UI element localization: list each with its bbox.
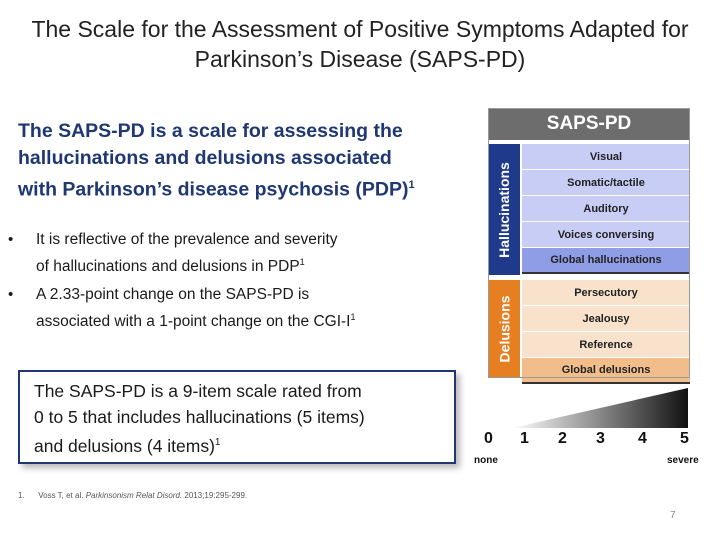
bullet-item: • It is reflective of the prevalence and…: [8, 229, 448, 278]
callout-reference: 1: [214, 437, 221, 448]
title-line-2: Parkinson’s Disease (SAPS-PD): [194, 46, 526, 72]
callout-box: The SAPS-PD is a 9-item scale rated from…: [18, 370, 456, 464]
footnote-authors: Voss T, et al.: [38, 491, 84, 500]
footnote-citation: 2013;19:295-299.: [184, 491, 248, 500]
lead-statement: The SAPS-PD is a scale for assessing the…: [18, 118, 468, 204]
hallucination-item-voices-conversing: Voices conversing: [522, 222, 690, 248]
hallucination-item-somatic-tactile: Somatic/tactile: [522, 170, 690, 196]
bullet-line: A 2.33-point change on the SAPS-PD is: [36, 286, 310, 304]
slide-title: The Scale for the Assessment of Positive…: [0, 14, 720, 74]
lead-line-2: hallucinations and delusions associated: [18, 147, 392, 169]
hallucinations-label-text: Hallucinations: [496, 161, 512, 258]
hallucination-items: Visual Somatic/tactile Auditory Voices c…: [522, 144, 690, 274]
saps-table-header: SAPS-PD: [488, 108, 690, 140]
bullet-item: • A 2.33-point change on the SAPS-PD is …: [8, 284, 448, 333]
bullet-reference: 1: [350, 312, 356, 323]
scale-value-1: 1: [520, 430, 529, 447]
bullet-reference: 1: [299, 257, 305, 267]
callout-line-1: The SAPS-PD is a 9-item scale rated from: [34, 381, 362, 401]
bullet-list: • It is reflective of the prevalence and…: [8, 229, 448, 339]
bullet-line-text: of hallucinations and delusions in PDP: [36, 258, 300, 276]
lead-line-1: The SAPS-PD is a scale for assessing the: [18, 120, 403, 142]
lead-line-3-text: with Parkinson’s disease psychosis (PDP): [18, 178, 409, 201]
saps-pd-table: SAPS-PD Hallucinations Visual Somatic/ta…: [488, 108, 690, 384]
footnote: 1. Voss T, et al. Parkinsonism Relat Dis…: [18, 491, 247, 500]
delusions-label-text: Delusions: [496, 295, 512, 363]
lead-reference: 1: [408, 179, 415, 191]
severity-ramp-shape: [512, 388, 688, 428]
hallucination-item-visual: Visual: [522, 144, 690, 170]
hallucinations-group-label: Hallucinations: [488, 144, 520, 275]
scale-value-4: 4: [638, 430, 647, 447]
delusion-item-jealousy: Jealousy: [522, 306, 690, 332]
severity-ramp: [512, 388, 688, 428]
footnote-journal: Parkinsonism Relat Disord.: [85, 491, 183, 500]
bullet-dot-icon: •: [8, 231, 14, 248]
callout-line-2: 0 to 5 that includes hallucinations (5 i…: [34, 407, 365, 427]
delusion-items: Persecutory Jealousy Reference Global de…: [522, 280, 690, 384]
scale-min-label: none: [474, 455, 498, 466]
bullet-line: associated with a 1-point change on the …: [36, 306, 448, 333]
delusion-item-reference: Reference: [522, 332, 690, 358]
hallucination-item-auditory: Auditory: [522, 196, 690, 222]
delusions-group-label: Delusions: [488, 280, 520, 378]
bullet-line: of hallucinations and delusions in PDP1: [36, 251, 448, 278]
scale-max-label: severe: [667, 455, 699, 466]
title-line-1: The Scale for the Assessment of Positive…: [31, 16, 689, 42]
callout-line-3-text: and delusions (4 items): [34, 435, 215, 456]
lead-line-3: with Parkinson’s disease psychosis (PDP)…: [18, 172, 468, 204]
footnote-number: 1.: [18, 491, 25, 500]
hallucination-item-global: Global hallucinations: [522, 248, 690, 274]
scale-value-3: 3: [596, 430, 605, 447]
scale-value-0: 0: [484, 430, 493, 447]
delusion-item-global: Global delusions: [522, 358, 690, 384]
callout-line-3: and delusions (4 items)1: [34, 430, 440, 459]
bullet-dot-icon: •: [8, 286, 14, 304]
bullet-line-text: associated with a 1-point change on the …: [36, 313, 351, 331]
page-number: 7: [670, 510, 676, 521]
delusion-item-persecutory: Persecutory: [522, 280, 690, 306]
scale-value-2: 2: [558, 430, 567, 447]
scale-value-5: 5: [680, 430, 689, 447]
bullet-line: It is reflective of the prevalence and s…: [36, 231, 338, 248]
